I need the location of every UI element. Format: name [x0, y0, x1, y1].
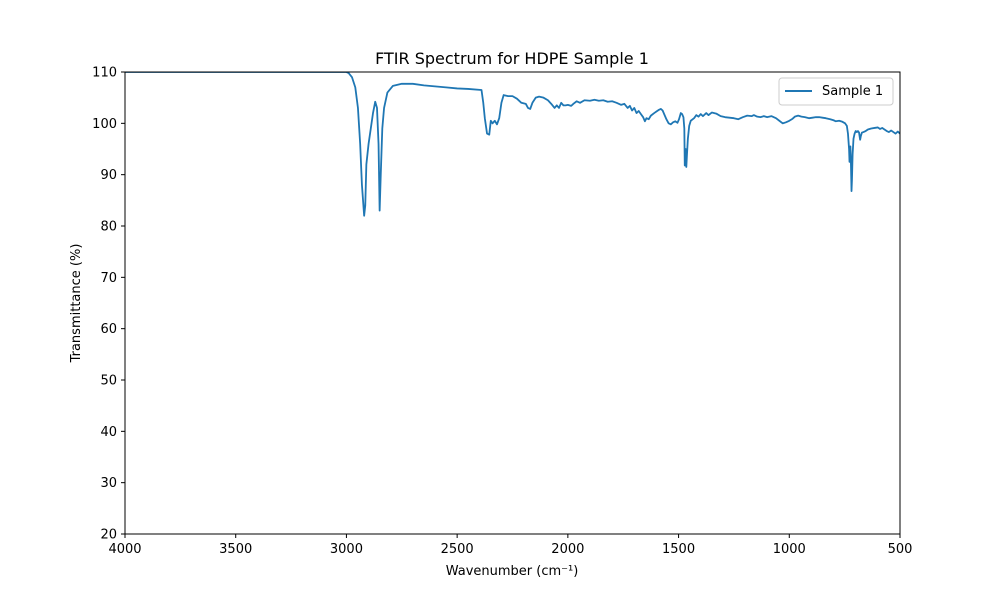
y-tick-label: 20: [100, 528, 117, 543]
y-tick-label: 80: [100, 220, 117, 235]
x-tick-label: 4000: [108, 542, 141, 557]
series-line-sample-1: [125, 72, 900, 217]
x-tick-label: 2500: [441, 542, 474, 557]
y-tick-label: 90: [100, 168, 117, 183]
legend: Sample 1: [778, 77, 894, 106]
x-tick-label: 1500: [662, 542, 695, 557]
chart-title: FTIR Spectrum for HDPE Sample 1: [375, 49, 649, 68]
y-axis: 20 30 40 50 60 70 80 90 100 110: [92, 66, 125, 543]
legend-label-sample-1: Sample 1: [822, 84, 883, 99]
y-tick-label: 70: [100, 271, 117, 286]
plot-frame: [124, 71, 901, 535]
series-layer: [125, 72, 900, 217]
x-axis-label: Wavenumber (cm⁻¹): [446, 564, 579, 579]
y-axis-label: Transmittance (%): [69, 244, 84, 364]
y-tick-label: 40: [100, 425, 117, 440]
y-tick-label: 30: [100, 476, 117, 491]
y-tick-label: 60: [100, 322, 117, 337]
legend-box: [778, 77, 894, 106]
x-axis: 4000 3500 3000 2500 2000 1500 1000 500: [108, 534, 912, 557]
y-tick-label: 100: [92, 117, 117, 132]
x-tick-label: 2000: [551, 542, 584, 557]
y-tick-label: 50: [100, 374, 117, 389]
x-tick-label: 500: [888, 542, 913, 557]
y-tick-label: 110: [92, 66, 117, 81]
x-tick-label: 3500: [219, 542, 252, 557]
x-tick-label: 1000: [773, 542, 806, 557]
x-tick-label: 3000: [330, 542, 363, 557]
